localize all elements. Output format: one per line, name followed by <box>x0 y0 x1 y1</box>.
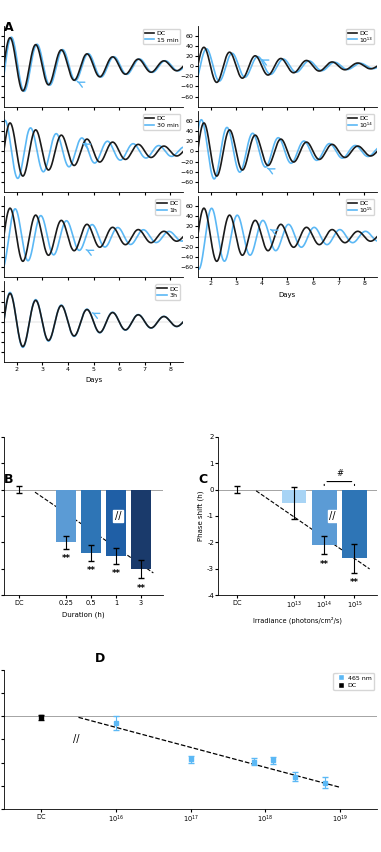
Text: **: ** <box>350 579 359 587</box>
Legend: 465 nm, DC: 465 nm, DC <box>333 673 374 690</box>
Text: **: ** <box>136 584 146 592</box>
Bar <box>81 490 101 553</box>
X-axis label: Days: Days <box>85 377 102 383</box>
Text: //: // <box>114 511 122 521</box>
Text: //: // <box>115 511 122 521</box>
Legend: DC, 3h: DC, 3h <box>155 285 180 300</box>
Bar <box>312 490 336 545</box>
Bar <box>131 490 151 569</box>
Y-axis label: Phase shift (h): Phase shift (h) <box>198 491 204 541</box>
Bar <box>106 490 126 556</box>
Text: C: C <box>198 473 207 486</box>
Text: //: // <box>330 511 336 521</box>
Text: **: ** <box>112 569 120 578</box>
X-axis label: Duration (h): Duration (h) <box>62 611 104 618</box>
Text: **: ** <box>86 567 96 575</box>
Bar <box>56 490 76 543</box>
Text: #: # <box>336 469 343 478</box>
Text: //: // <box>74 734 80 745</box>
Legend: DC, 10¹⁵: DC, 10¹⁵ <box>346 199 374 215</box>
Legend: DC, 10¹³: DC, 10¹³ <box>346 29 374 44</box>
Text: A: A <box>4 21 13 34</box>
Legend: DC, 30 min: DC, 30 min <box>143 114 180 130</box>
Text: **: ** <box>62 555 70 563</box>
X-axis label: Days: Days <box>279 292 296 298</box>
Text: **: ** <box>320 560 329 568</box>
Bar <box>282 490 306 503</box>
Bar <box>342 490 367 558</box>
Legend: DC, 10¹⁴: DC, 10¹⁴ <box>346 114 374 130</box>
Legend: DC, 15 min: DC, 15 min <box>143 29 180 44</box>
Text: D: D <box>95 652 106 665</box>
X-axis label: Irradiance (photons/cm²/s): Irradiance (photons/cm²/s) <box>253 617 342 624</box>
Legend: DC, 1h: DC, 1h <box>155 199 180 215</box>
Text: B: B <box>4 473 13 486</box>
Text: //: // <box>329 511 336 521</box>
